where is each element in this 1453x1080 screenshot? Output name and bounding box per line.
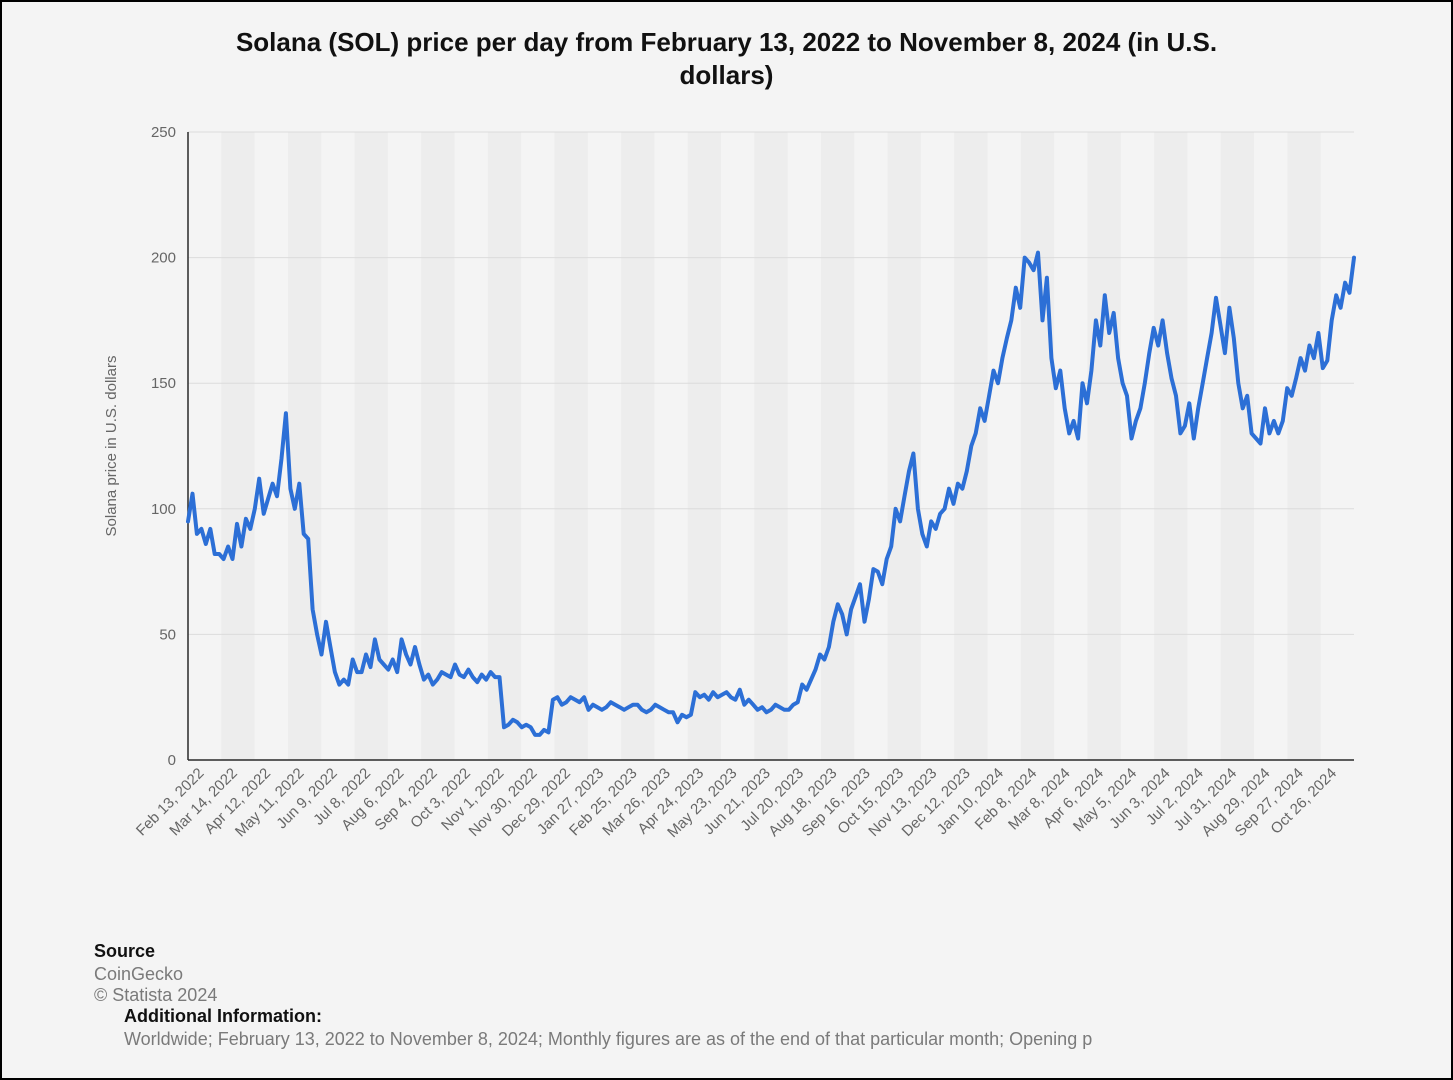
svg-text:150: 150 — [151, 375, 176, 392]
source-heading: Source — [94, 941, 434, 962]
source-name: CoinGecko — [94, 964, 434, 985]
svg-text:100: 100 — [151, 501, 176, 518]
chart-footer: Source CoinGecko © Statista 2024 Additio… — [94, 941, 1427, 1050]
source-copyright: © Statista 2024 — [94, 985, 434, 1006]
line-chart: 0 50 100 150 200 250 Solana price in U.S. doll… — [2, 2, 1414, 960]
info-text: Worldwide; February 13, 2022 to November… — [124, 1029, 1111, 1050]
svg-text:50: 50 — [159, 626, 176, 643]
info-heading: Additional Information: — [124, 1006, 1111, 1027]
svg-text:250: 250 — [151, 124, 176, 141]
svg-text:Solana price in U.S. dollars: Solana price in U.S. dollars — [103, 356, 120, 537]
svg-text:0: 0 — [168, 752, 176, 769]
svg-text:200: 200 — [151, 250, 176, 267]
